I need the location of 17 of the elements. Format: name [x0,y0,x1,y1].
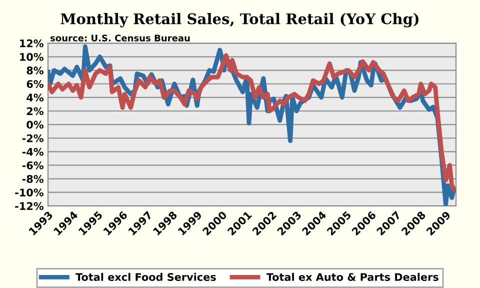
legend-label: Total ex Auto & Parts Dealers [266,272,438,281]
chart-title: Monthly Retail Sales, Total Retail (YoY Chg) [60,13,419,28]
y-tick-label: 4% [26,94,44,102]
y-tick-label: 10% [20,52,44,61]
source-note: source: U.S. Census Bureau [50,34,190,42]
y-tick-label: 6% [26,80,44,88]
y-tick-label: -6% [22,161,44,170]
legend-label: Total excl Food Services [76,272,216,281]
y-tick-label: 2% [26,107,44,116]
y-tick-label: -10% [15,188,44,196]
y-tick-label: -8% [22,175,44,183]
y-tick-label: -4% [22,148,44,156]
y-tick-label: -12% [15,202,44,210]
y-tick-label: -2% [22,134,44,142]
y-tick-label: 8% [26,66,44,74]
y-tick-label: 12% [20,39,44,48]
y-tick-label: 0% [26,120,44,129]
